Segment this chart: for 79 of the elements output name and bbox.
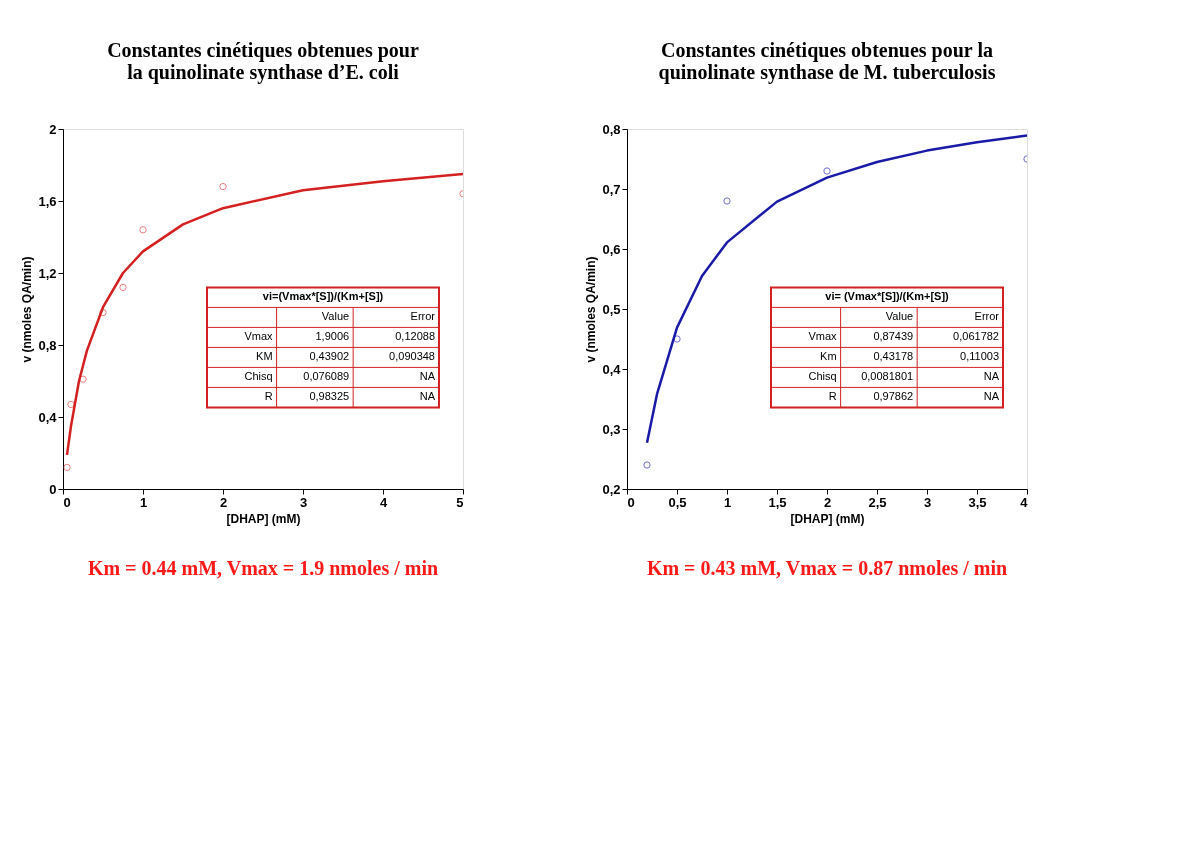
annotation: 0,076089 (303, 370, 350, 383)
annotation: 1,9006 (315, 330, 350, 343)
text: Km = 0.44 mM, Vmax = 1.9 nmoles / min (87, 557, 439, 579)
y-tick-label: 2 (49, 121, 57, 137)
x-tick-label: 5 (456, 494, 464, 510)
annotation: 0,43178 (873, 350, 914, 363)
y-tick-label: 0,3 (602, 421, 621, 437)
annotation: Chisq (244, 370, 273, 383)
annotation: NA (419, 370, 436, 383)
point (723, 197, 731, 205)
annotation: 0,87439 (873, 330, 914, 343)
annotation: 0,090348 (389, 350, 435, 363)
x-tick-label: 3 (299, 494, 308, 510)
annotation: vi=(Vmax*[S])/(Km+[S]) (262, 290, 384, 303)
x-axis-title: [DHAP] (mM) (790, 511, 865, 526)
y-tick-label: 0,4 (38, 409, 58, 425)
annotation: 0,97862 (873, 390, 914, 403)
annotation: 0,11003 (960, 350, 999, 363)
x-tick-label: 0 (63, 494, 71, 510)
annotation: 0,43902 (309, 350, 350, 363)
y-tick-label: 1,2 (38, 265, 57, 281)
annotation: Vmax (244, 330, 274, 343)
annotation: R (828, 390, 837, 403)
annotation: Value (321, 310, 350, 323)
annotation: 0,12088 (395, 330, 435, 343)
y-tick-label: 0,2 (602, 481, 621, 497)
point (643, 461, 651, 469)
text: Km = 0.43 mM, Vmax = 0.87 nmoles / min (646, 557, 1008, 579)
annotation: Value (885, 310, 914, 323)
y-tick-label: 0,8 (602, 121, 621, 137)
point (139, 226, 147, 234)
x-tick-label: 3 (923, 494, 932, 510)
x-tick-label: 1 (139, 494, 148, 510)
point (79, 375, 87, 383)
annotation: NA (419, 390, 436, 403)
x-axis-title: [DHAP] (mM) (226, 511, 301, 526)
y-tick-label: 0,4 (602, 361, 622, 377)
annotation: 0,0081801 (861, 370, 914, 383)
annotation: NA (983, 370, 1000, 383)
annotation: vi= (Vmax*[S])/(Km+[S]) (825, 290, 950, 303)
x-tick-label: 4 (379, 494, 388, 510)
y-tick-label: 0,8 (38, 337, 57, 353)
annotation: Chisq (808, 370, 837, 383)
x-tick-label: 3,5 (968, 494, 987, 510)
y-tick-label: 1,6 (38, 193, 57, 209)
y-tick-label: 0,5 (602, 301, 621, 317)
line-series (645, 134, 1027, 445)
y-tick-label: 0 (49, 481, 57, 497)
annotation: R (264, 390, 273, 403)
point (673, 335, 681, 343)
chart-title: Constantes cinétiques obtenues pour la quinolinate synthase d’E. coli (107, 39, 419, 84)
point (219, 182, 227, 191)
annotation: Vmax (808, 330, 838, 343)
point (99, 308, 107, 317)
point (823, 167, 831, 175)
point (63, 463, 71, 472)
point (67, 400, 75, 409)
x-tick-label: 4 (1020, 494, 1029, 510)
annotation: 0,061782 (953, 330, 999, 343)
y-tick-label: 0,6 (602, 241, 621, 257)
y-axis-title: v (nmoles QA/min) (584, 256, 599, 363)
x-tick-label: 1 (723, 494, 732, 510)
x-tick-label: 2,5 (868, 494, 887, 510)
x-tick-label: 2 (219, 494, 228, 510)
annotation: Km (820, 350, 837, 363)
y-tick-label: 0,7 (602, 181, 621, 197)
annotation: Error (974, 310, 1000, 323)
point (119, 283, 127, 292)
x-tick-label: 2 (823, 494, 832, 510)
line-series (65, 172, 463, 457)
annotation: KM (256, 350, 273, 363)
y-axis-title: v (nmoles QA/min) (20, 256, 35, 363)
annotation: NA (983, 390, 1000, 403)
x-tick-label: 0 (627, 494, 635, 510)
annotation: Error (410, 310, 436, 323)
chart-title: Constantes cinétiques obtenues pour la quinolinate synthase de M. tuberculosis (658, 39, 996, 84)
x-tick-label: 1,5 (768, 494, 787, 510)
annotation: 0,98325 (309, 390, 350, 403)
x-tick-label: 0,5 (668, 494, 687, 510)
